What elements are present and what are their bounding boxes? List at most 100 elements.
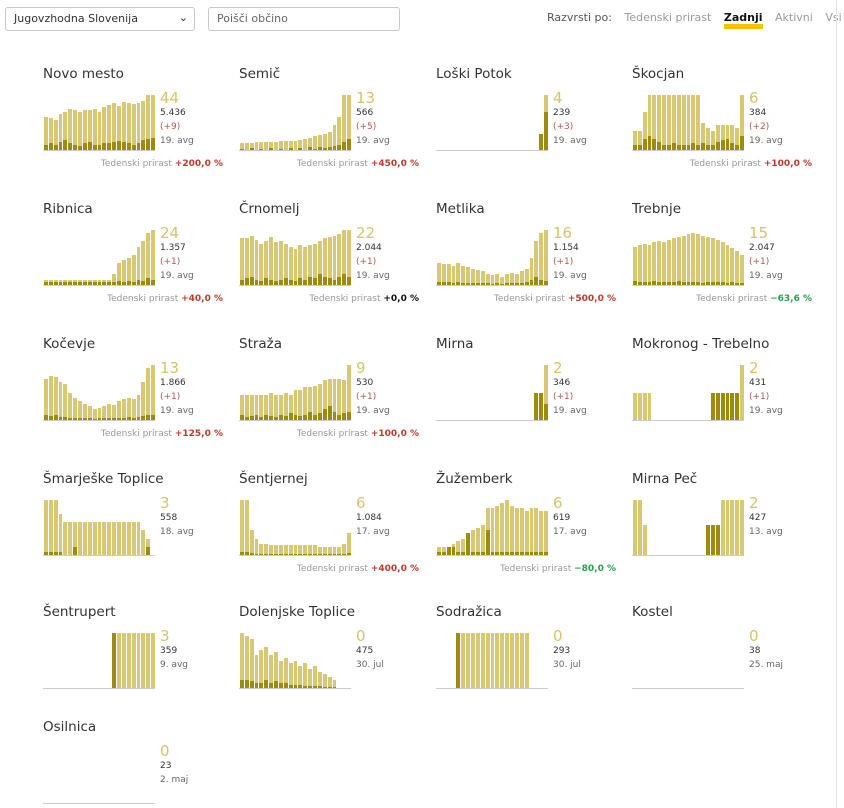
region-select[interactable]: Jugovzhodna Slovenija ⌄ [5,7,195,31]
chart-bar [494,505,500,555]
chart-bar [287,246,293,285]
chart-bar-new [131,144,136,150]
chart-bar [489,633,495,688]
chart-bar [145,95,151,150]
chart-bar [62,111,68,150]
total-count: 384 [749,108,767,118]
sort-bar: Razvrsti po: Tedenski prirast Zadnji Akt… [547,11,844,29]
municipality-card[interactable]: Sodražica 0 293 30. jul [436,604,616,724]
chart-bar [661,242,667,285]
municipality-card[interactable]: Črnomelj 22 2.044 (+1) 19. avg Tedenski prira… [239,201,419,321]
active-count: 0 [749,627,759,645]
chart-bar [116,522,121,555]
chart-bar-new [633,280,637,285]
chart-bar [724,500,730,555]
sort-option-all[interactable]: Vsi [825,11,842,24]
chart-bar-new [44,282,48,285]
chart-bar [336,546,342,555]
chart-bar [484,633,490,688]
chart-bar [263,395,269,420]
chart-bar [331,125,337,150]
chart-bar-new [68,417,73,420]
municipality-card[interactable]: Mirna 2 346 (+1) 19. avg [436,336,616,456]
municipality-card[interactable]: Straža 9 530 (+1) 19. avg Tedenski prirast +1… [239,336,419,456]
chart-bar [346,533,351,555]
daily-delta: (+1) [356,257,377,267]
chart-bar [258,544,264,555]
last-date: 19. avg [356,271,390,281]
chart-bar [474,527,480,555]
cases-chart [239,632,351,689]
municipality-card[interactable]: Šmarješke Toplice 3 558 18. avg [43,471,223,591]
stats: 6 619 17. avg [553,495,587,539]
chart-bar-new [313,414,317,420]
chart-bar-new [495,552,500,555]
chart-bar-new [82,418,87,420]
chart-bar [326,378,332,420]
chart-bar-new [117,141,121,150]
toolbar: Jugovzhodna Slovenija ⌄ Poišči občino Ra… [0,0,844,40]
chart-bar [106,279,112,285]
chart-bar-new [97,418,102,420]
municipality-card[interactable]: Ribnica 24 1.357 (+1) 19. avg Tedenski priras… [43,201,223,321]
chart-bar-new [131,281,136,285]
chart-bar [145,633,151,688]
sort-option-active[interactable]: Aktivni [775,11,813,24]
chart-bar [489,508,495,555]
chart-bar-new [647,281,652,285]
chart-bar [484,274,490,285]
municipality-card[interactable]: Žužemberk 6 619 17. avg Tedenski prirast −80… [436,471,616,591]
chart-bar [62,384,68,420]
daily-delta: (+9) [160,122,181,132]
chart-bar [120,101,126,150]
municipality-name: Mirna [436,336,474,352]
municipality-card[interactable]: Semič 13 566 (+5) 19. avg Tedenski prirast +4… [239,66,419,186]
chart-bar-new [441,552,446,555]
municipality-card[interactable]: Loški Potok 4 239 (+3) 19. avg [436,66,616,186]
search-input[interactable]: Poišči občino [208,7,400,31]
chart-bar [268,655,274,688]
sort-option-weekly-growth[interactable]: Tedenski prirast [624,11,712,24]
chart-bar-new [102,418,107,420]
chart-bar [77,400,82,420]
chart-bar [346,365,351,420]
chart-bar-new [696,281,701,285]
chart-bar [705,236,710,285]
chart-bar-new [327,406,332,420]
sort-option-latest[interactable]: Zadnji [723,11,763,29]
chart-bar [474,633,480,688]
chart-bar-new [308,686,313,688]
municipality-card[interactable]: Kostel 0 38 25. maj [632,604,812,724]
chart-bar-new [58,282,63,285]
chart-bar-new [544,552,548,555]
chart-bar [719,125,725,150]
chart-bar [543,365,548,420]
chart-bar-new [313,148,317,150]
municipality-card[interactable]: Dolenjske Toplice 0 475 30. jul [239,604,419,724]
chart-bar [489,275,495,285]
chart-bar-new [735,392,740,420]
municipality-card[interactable]: Trebnje 15 2.047 (+1) 19. avg Tedenski priras… [632,201,812,321]
weekly-growth: Tedenski prirast +100,0 % [690,159,812,169]
municipality-card[interactable]: Šentjernej 6 1.084 17. avg Tedenski prirast … [239,471,419,591]
weekly-growth-value: +200,0 % [174,159,223,169]
municipality-card[interactable]: Metlika 16 1.154 (+1) 19. avg Tedenski priras… [436,201,616,321]
chart-bar-new [254,553,259,555]
chart-bar [287,140,293,150]
municipality-card[interactable]: Mokronog - Trebelno 2 431 (+1) 19. avg [632,336,812,456]
municipality-card[interactable]: Mirna Peč 2 427 13. avg [632,471,812,591]
search-placeholder: Poišči občino [217,12,288,25]
chart-bar [729,500,735,555]
chart-bar [739,95,744,150]
municipality-card[interactable]: Kočevje 13 1.866 (+1) 19. avg Tedenski priras… [43,336,223,456]
chart-bar-new [539,279,544,285]
municipality-card[interactable]: Osilnica 0 23 2. maj [43,719,223,808]
municipality-card[interactable]: Novo mesto 44 5.436 (+9) 19. avg Tedenski pri… [43,66,223,186]
chart-bar [729,125,735,150]
municipality-card[interactable]: Škocjan 6 384 (+2) 19. avg Tedenski prirast +… [632,66,812,186]
chart-bar [316,546,322,555]
chart-bar-new [725,392,730,420]
chart-bar [91,522,97,555]
municipality-card[interactable]: Šentrupert 3 359 9. avg [43,604,223,724]
weekly-growth-value: +500,0 % [567,294,616,304]
